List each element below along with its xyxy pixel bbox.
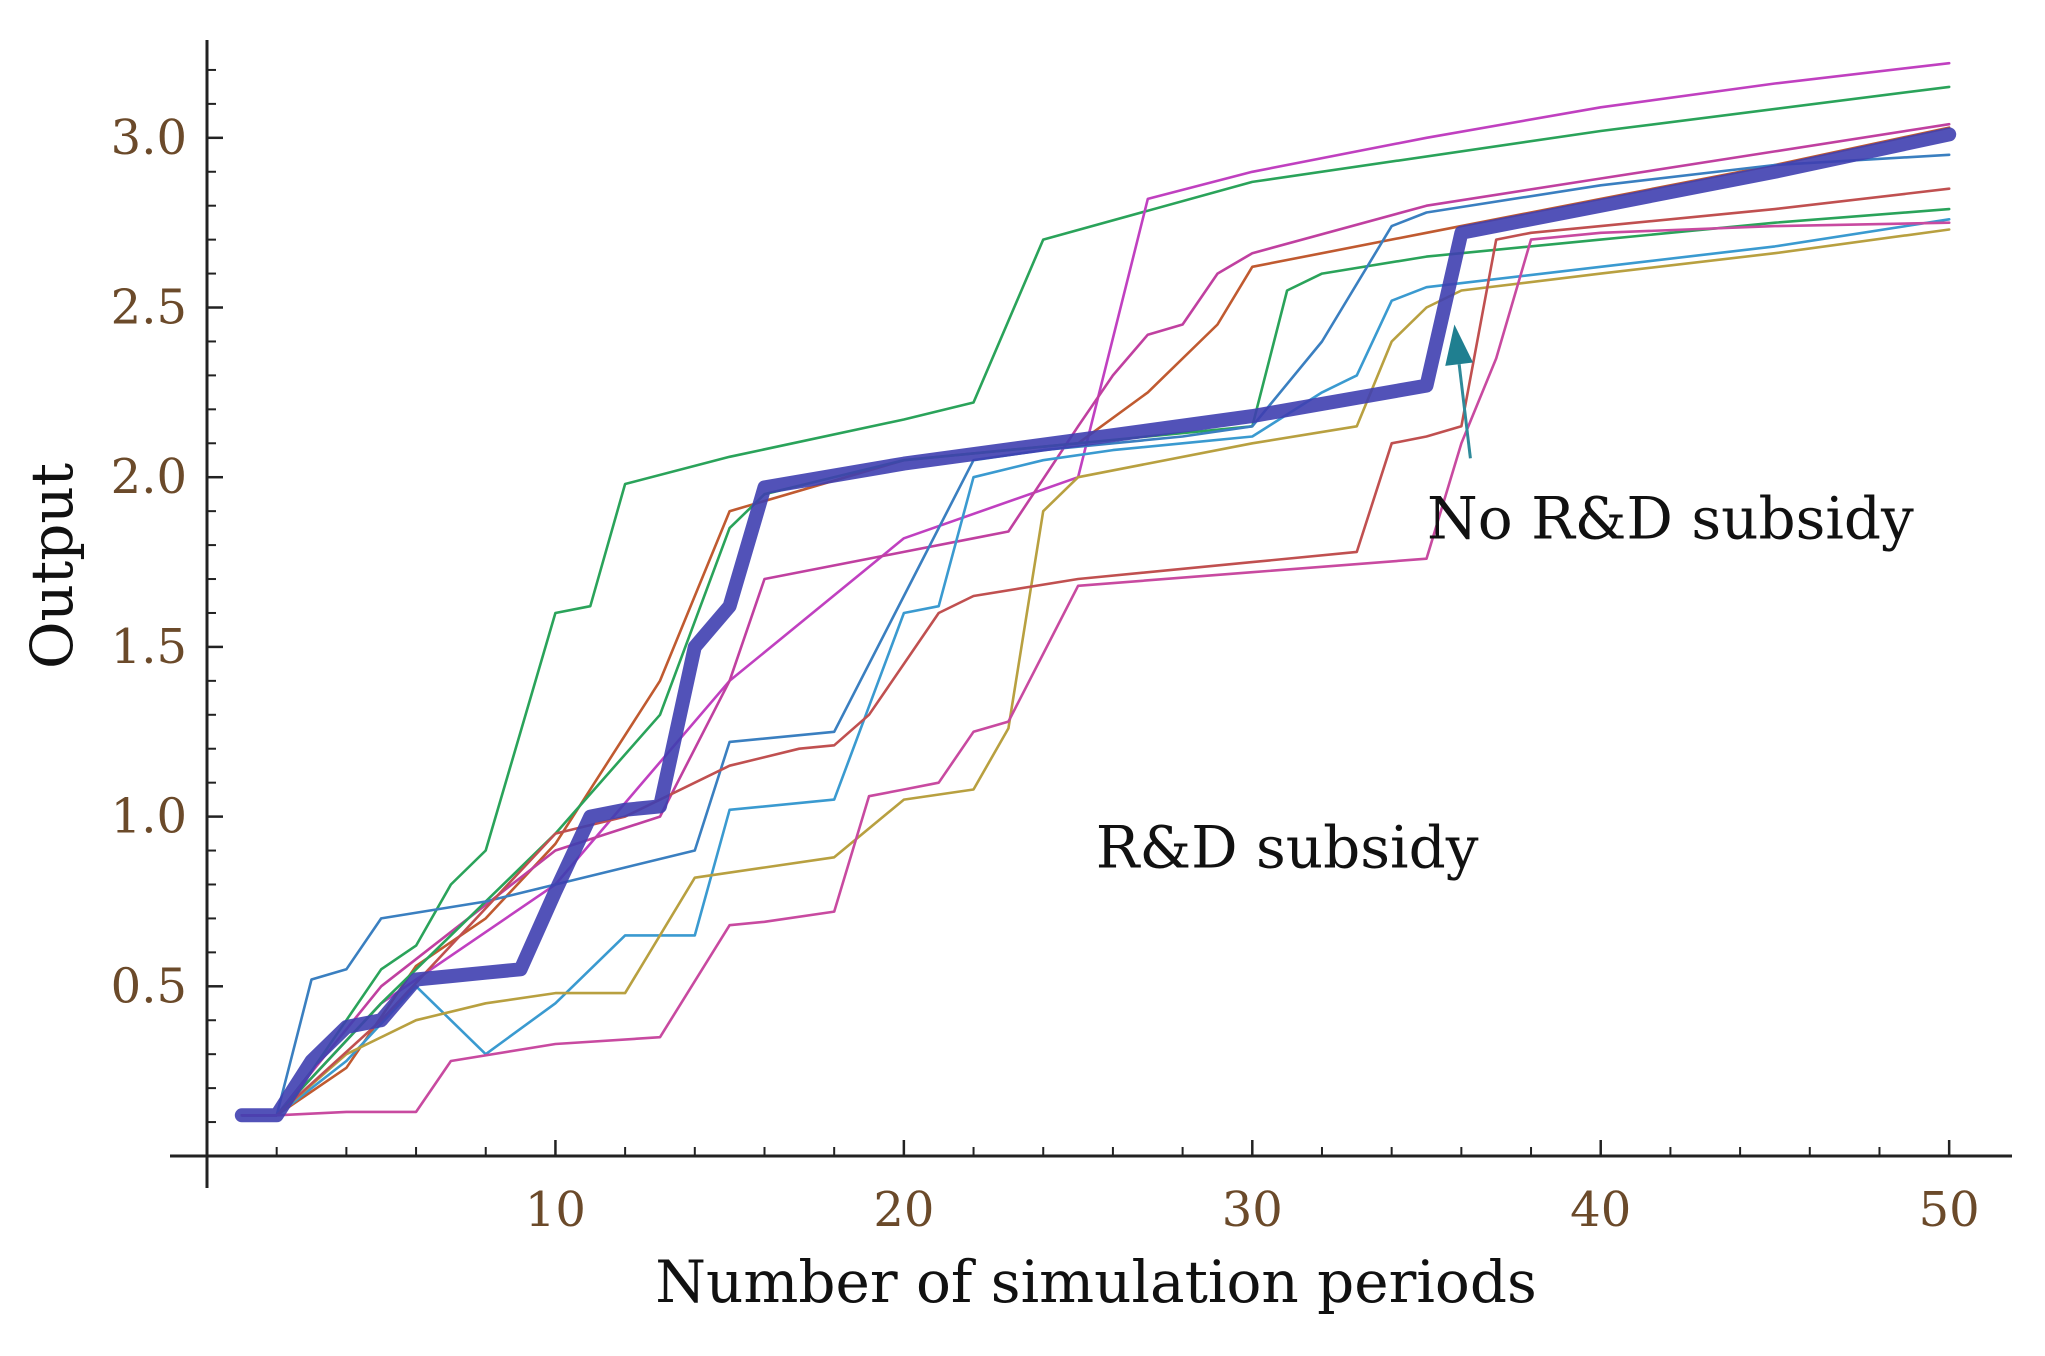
annotation-arrow-shaft [1457,364,1472,459]
series-line-10 [240,187,1951,1117]
series-line-7 [240,153,1951,1117]
annotation-label-1: No R&D subsidy [1427,484,1914,552]
axes [170,40,2012,1188]
y-tick-label: 0.5 [111,958,187,1014]
series-line-3 [240,61,1951,1117]
x-tick-label: 30 [1222,1182,1283,1238]
x-tick-label: 10 [525,1182,586,1238]
y-tick-label: 1.0 [111,789,187,845]
y-tick-label: 2.0 [111,449,187,505]
x-axis-title: Number of simulation periods [655,1248,1536,1316]
y-tick-label: 3.0 [111,110,187,166]
series-line-11 [240,221,1951,1117]
y-tick-label: 2.5 [111,280,187,336]
x-tick-label: 40 [1570,1182,1631,1238]
x-tick-label: 50 [1919,1182,1980,1238]
series-line-6 [240,207,1951,1117]
series-layer [234,61,1957,1123]
series-line-1 [234,127,1957,1123]
series-line-9 [240,228,1951,1117]
x-tick-label: 20 [873,1182,934,1238]
annotations: No R&D subsidy R&D subsidy [1096,324,1914,882]
annotation-arrow-head [1445,324,1474,366]
y-axis-title: Output [18,463,86,669]
series-line-2 [240,85,1951,1117]
y-tick-label: 1.5 [111,619,187,675]
series-line-8 [240,218,1951,1117]
ticks: 0.5 1.0 1.5 2.0 2.5 3.0 10 20 30 40 50 [111,68,1980,1238]
annotation-label-2: R&D subsidy [1096,814,1479,882]
